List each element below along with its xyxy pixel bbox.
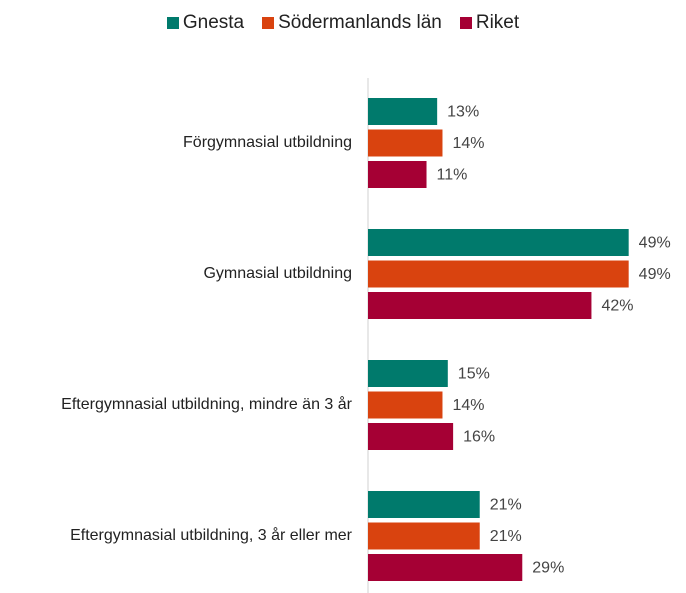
value-label: 49% (639, 235, 671, 252)
value-label: 13% (447, 104, 479, 121)
legend-label: Gnesta (182, 12, 245, 33)
bar (368, 98, 438, 125)
legend-label: Riket (475, 12, 520, 33)
legend-item: Södermanlands län (262, 12, 442, 34)
legend-swatch (459, 17, 472, 29)
legend: Gnesta Södermanlands län Riket (0, 12, 686, 34)
value-label: 29% (532, 560, 564, 577)
value-label: 21% (490, 528, 522, 545)
bar (368, 391, 443, 419)
bar (368, 229, 629, 256)
value-label: 11% (437, 167, 468, 184)
bar (368, 292, 592, 319)
category-text: Förgymnasial utbildning (183, 134, 352, 151)
category-text: Eftergymnasial utbildning, mindre än 3 å… (61, 396, 352, 413)
category-label: Eftergymnasial utbildning, 3 år eller me… (0, 506, 352, 566)
legend-item: Gnesta (166, 12, 245, 34)
category-label: Förgymnasial utbildning (0, 113, 352, 173)
value-label: 42% (601, 298, 633, 315)
legend-label: Södermanlands län (278, 12, 442, 33)
value-label: 15% (458, 366, 490, 383)
value-label: 49% (639, 266, 671, 283)
value-label: 16% (463, 429, 495, 446)
bar (368, 491, 480, 518)
bar (368, 360, 448, 387)
value-label: 14% (452, 135, 484, 152)
bar (368, 161, 427, 188)
value-label: 21% (490, 497, 522, 514)
category-text: Gymnasial utbildning (203, 265, 352, 282)
category-text: Eftergymnasial utbildning, 3 år eller me… (70, 527, 352, 544)
bar (368, 554, 523, 581)
legend-swatch (166, 17, 179, 29)
value-label: 14% (452, 397, 484, 414)
bar (368, 423, 454, 450)
bar (368, 522, 480, 550)
bar (368, 129, 443, 157)
legend-item: Riket (459, 12, 520, 34)
category-label: Gymnasial utbildning (0, 244, 352, 304)
category-label: Eftergymnasial utbildning, mindre än 3 å… (0, 375, 352, 435)
legend-swatch (262, 17, 275, 29)
bar (368, 260, 629, 288)
